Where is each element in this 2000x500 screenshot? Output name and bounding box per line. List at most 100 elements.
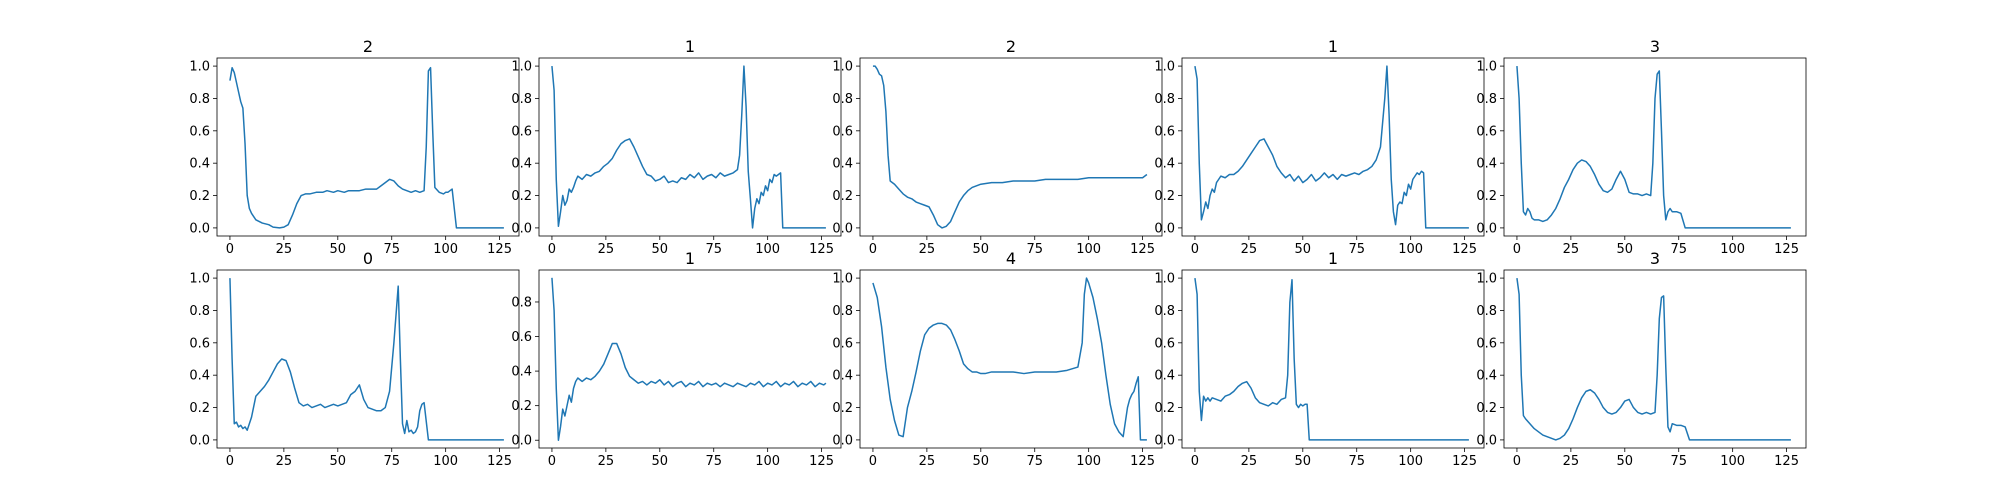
subplot-1: 2 0 25 50 75 100 125 0.0 0.2 0.4 0.6 0.8 1.0 [189,37,520,257]
y-tick-label: 0.2 [1476,189,1497,204]
y-tick-label: 0.8 [1476,304,1497,319]
y-tick-label: 0.2 [511,399,532,414]
y-tick-label: 0.8 [832,304,853,319]
y-tick-label: 1.0 [189,272,210,287]
y-tick-label: 0.2 [189,189,210,204]
y-tick-label: 1.0 [189,60,210,75]
x-tick-label: 0 [869,242,877,257]
series-line [229,66,504,229]
axes-frame [1503,269,1807,449]
y-tick-label: 0.2 [1154,189,1175,204]
y-tick-label: 0.8 [1154,304,1175,319]
x-tick-label: 75 [1026,454,1043,469]
axes-frame [216,269,520,449]
y-tick-label: 0.0 [832,221,853,236]
x-tick-label: 0 [226,454,234,469]
x-tick-label: 125 [487,242,512,257]
y-tick-label: 0.6 [189,336,210,351]
series-line [1516,277,1791,441]
subplot-5: 3 0 25 50 75 100 125 0.0 0.2 0.4 0.6 0.8 1.0 [1476,37,1807,257]
y-tick-label: 0.0 [511,434,532,449]
y-tick-label: 0.0 [511,221,532,236]
y-tick-label: 0.8 [189,92,210,107]
x-tick-label: 0 [1191,454,1199,469]
x-tick-label: 50 [652,242,669,257]
y-tick-label: 0.4 [832,369,853,384]
y-tick-label: 0.8 [511,92,532,107]
x-tick-label: 100 [433,454,458,469]
x-tick-label: 75 [383,242,400,257]
subplot-8: 4 0 25 50 75 100 125 0.0 0.2 0.4 0.6 0.8 1.0 [832,249,1163,469]
y-tick-label: 0.6 [511,330,532,345]
x-tick-label: 0 [548,242,556,257]
y-tick-label: 1.0 [1154,272,1175,287]
subplot-title: 1 [685,249,695,268]
x-tick-label: 25 [919,454,936,469]
x-tick-label: 125 [1130,454,1155,469]
axes-frame [1181,57,1485,237]
x-tick-label: 50 [973,242,990,257]
x-tick-label: 25 [276,454,293,469]
y-tick-label: 0.4 [189,369,210,384]
x-tick-label: 0 [1191,242,1199,257]
x-tick-label: 125 [1774,242,1799,257]
x-tick-label: 25 [1563,454,1580,469]
x-tick-label: 75 [1670,242,1687,257]
y-tick-label: 0.4 [832,157,853,172]
y-tick-label: 0.0 [1476,221,1497,236]
y-tick-label: 1.0 [1476,60,1497,75]
x-tick-label: 75 [1670,454,1687,469]
axes-frame [538,57,842,237]
y-tick-label: 1.0 [832,60,853,75]
y-tick-label: 1.0 [1476,272,1497,287]
y-tick-label: 0.2 [832,401,853,416]
series-line [1194,277,1469,441]
x-tick-label: 0 [226,242,234,257]
x-tick-label: 100 [755,454,780,469]
subplot-4: 1 0 25 50 75 100 125 0.0 0.2 0.4 0.6 0.8 1.0 [1154,37,1485,257]
x-tick-label: 125 [809,242,834,257]
y-tick-label: 0.4 [189,157,210,172]
x-tick-label: 125 [1452,242,1477,257]
x-tick-label: 25 [1563,242,1580,257]
subplot-title: 1 [1328,37,1338,56]
y-tick-label: 0.8 [189,304,210,319]
x-tick-label: 25 [919,242,936,257]
series-line [551,65,826,229]
y-tick-label: 0.4 [1154,157,1175,172]
y-tick-label: 0.2 [1154,401,1175,416]
y-tick-label: 0.4 [1476,157,1497,172]
y-tick-label: 0.6 [189,124,210,139]
subplot-title: 1 [1328,249,1338,268]
y-tick-label: 1.0 [832,272,853,287]
y-tick-label: 0.4 [1476,369,1497,384]
y-tick-label: 0.6 [511,124,532,139]
x-tick-label: 75 [1026,242,1043,257]
x-tick-label: 75 [705,454,722,469]
y-tick-label: 0.0 [1154,433,1175,448]
x-tick-label: 125 [1452,454,1477,469]
x-tick-label: 125 [809,454,834,469]
x-tick-label: 75 [705,242,722,257]
x-tick-label: 75 [383,454,400,469]
y-tick-label: 0.6 [832,336,853,351]
x-tick-label: 125 [1130,242,1155,257]
y-tick-label: 1.0 [1154,60,1175,75]
y-tick-label: 0.4 [511,157,532,172]
subplot-3: 2 0 25 50 75 100 125 0.0 0.2 0.4 0.6 0.8 1.0 [832,37,1163,257]
x-tick-label: 50 [652,454,669,469]
x-tick-label: 25 [598,454,615,469]
axes-frame [1181,269,1485,449]
subplot-2: 1 0 25 50 75 100 125 0.0 0.2 0.4 0.6 0.8 1.0 [511,37,842,257]
x-tick-label: 50 [330,242,347,257]
subplot-title: 2 [1006,37,1016,56]
y-tick-label: 0.0 [189,221,210,236]
x-tick-label: 50 [1295,242,1312,257]
subplot-7: 1 0 25 50 75 100 125 0.0 0.2 0.4 0.6 0.8 [511,249,842,469]
y-tick-label: 0.8 [511,295,532,310]
axes-frame [216,57,520,237]
subplot-title: 2 [363,37,373,56]
axes-frame [538,269,842,449]
y-tick-label: 0.0 [1476,433,1497,448]
x-tick-label: 75 [1348,454,1365,469]
